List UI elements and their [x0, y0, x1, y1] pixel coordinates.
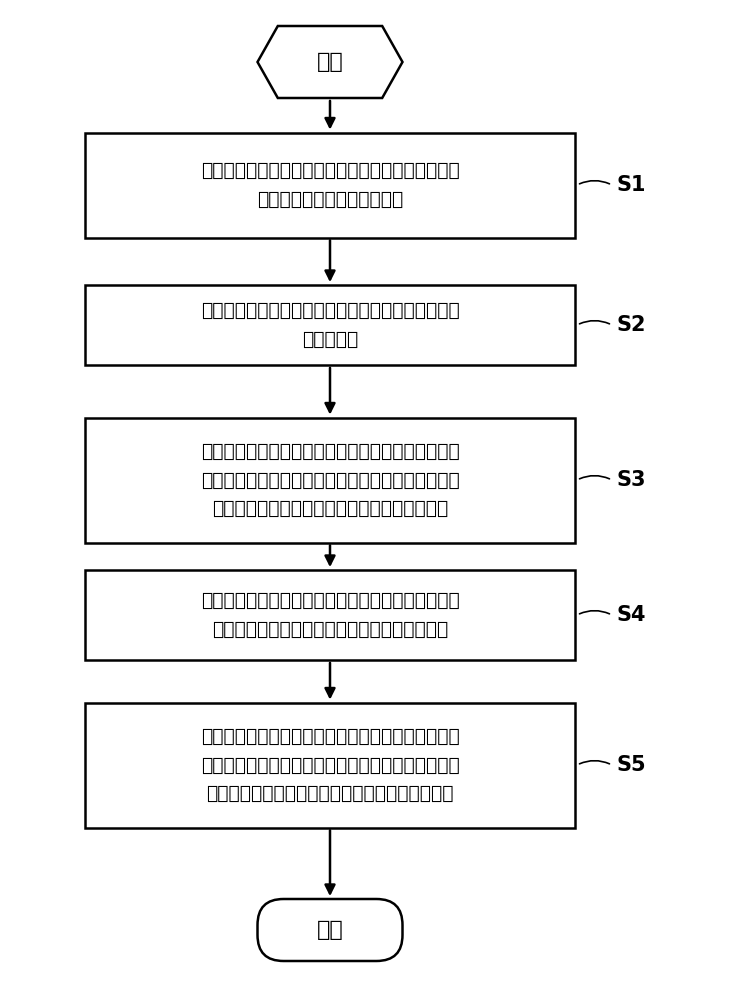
Text: 大规模天线阵列中的每个天线将自己的状态信息上传
至云服务器: 大规模天线阵列中的每个天线将自己的状态信息上传 至云服务器: [200, 301, 459, 349]
Text: S2: S2: [617, 315, 646, 335]
FancyBboxPatch shape: [257, 899, 403, 961]
Text: S5: S5: [617, 755, 647, 775]
Text: 成为可被占用天线后，该天线将状态信息上传至云服
务器登记；云服务器根据使用需要为登记后的天线分
配功率资源，直至该天线使用完毕后释放功率资源: 成为可被占用天线后，该天线将状态信息上传至云服 务器登记；云服务器根据使用需要为…: [200, 727, 459, 803]
Text: S4: S4: [617, 605, 646, 625]
Text: 云服务器按照基于空闲能量因子的调度算法，从天线
资源池中选取出可被占用天线，并广播选取结果: 云服务器按照基于空闲能量因子的调度算法，从天线 资源池中选取出可被占用天线，并广…: [200, 591, 459, 639]
Text: 云服务器根据每个天线的状态信息，计算出每个天线
的空闲能量因子；并按照空闲能量因子由大至小的顺
序，挑选出指定个数的天线加入到天线资源池中: 云服务器根据每个天线的状态信息，计算出每个天线 的空闲能量因子；并按照空闲能量因…: [200, 442, 459, 518]
Bar: [85, 418, 575, 542]
Text: S3: S3: [617, 470, 646, 490]
Polygon shape: [257, 26, 403, 98]
Bar: [85, 702, 575, 828]
Text: 创设空闲能量因子，并定义大规模天线阵列中每个天
线的空闲能量因子的计算公式: 创设空闲能量因子，并定义大规模天线阵列中每个天 线的空闲能量因子的计算公式: [200, 161, 459, 209]
Bar: [85, 285, 575, 365]
Bar: [85, 132, 575, 237]
Text: S1: S1: [617, 175, 646, 195]
Text: 开始: 开始: [317, 52, 344, 72]
Bar: [85, 570, 575, 660]
Text: 结束: 结束: [317, 920, 344, 940]
